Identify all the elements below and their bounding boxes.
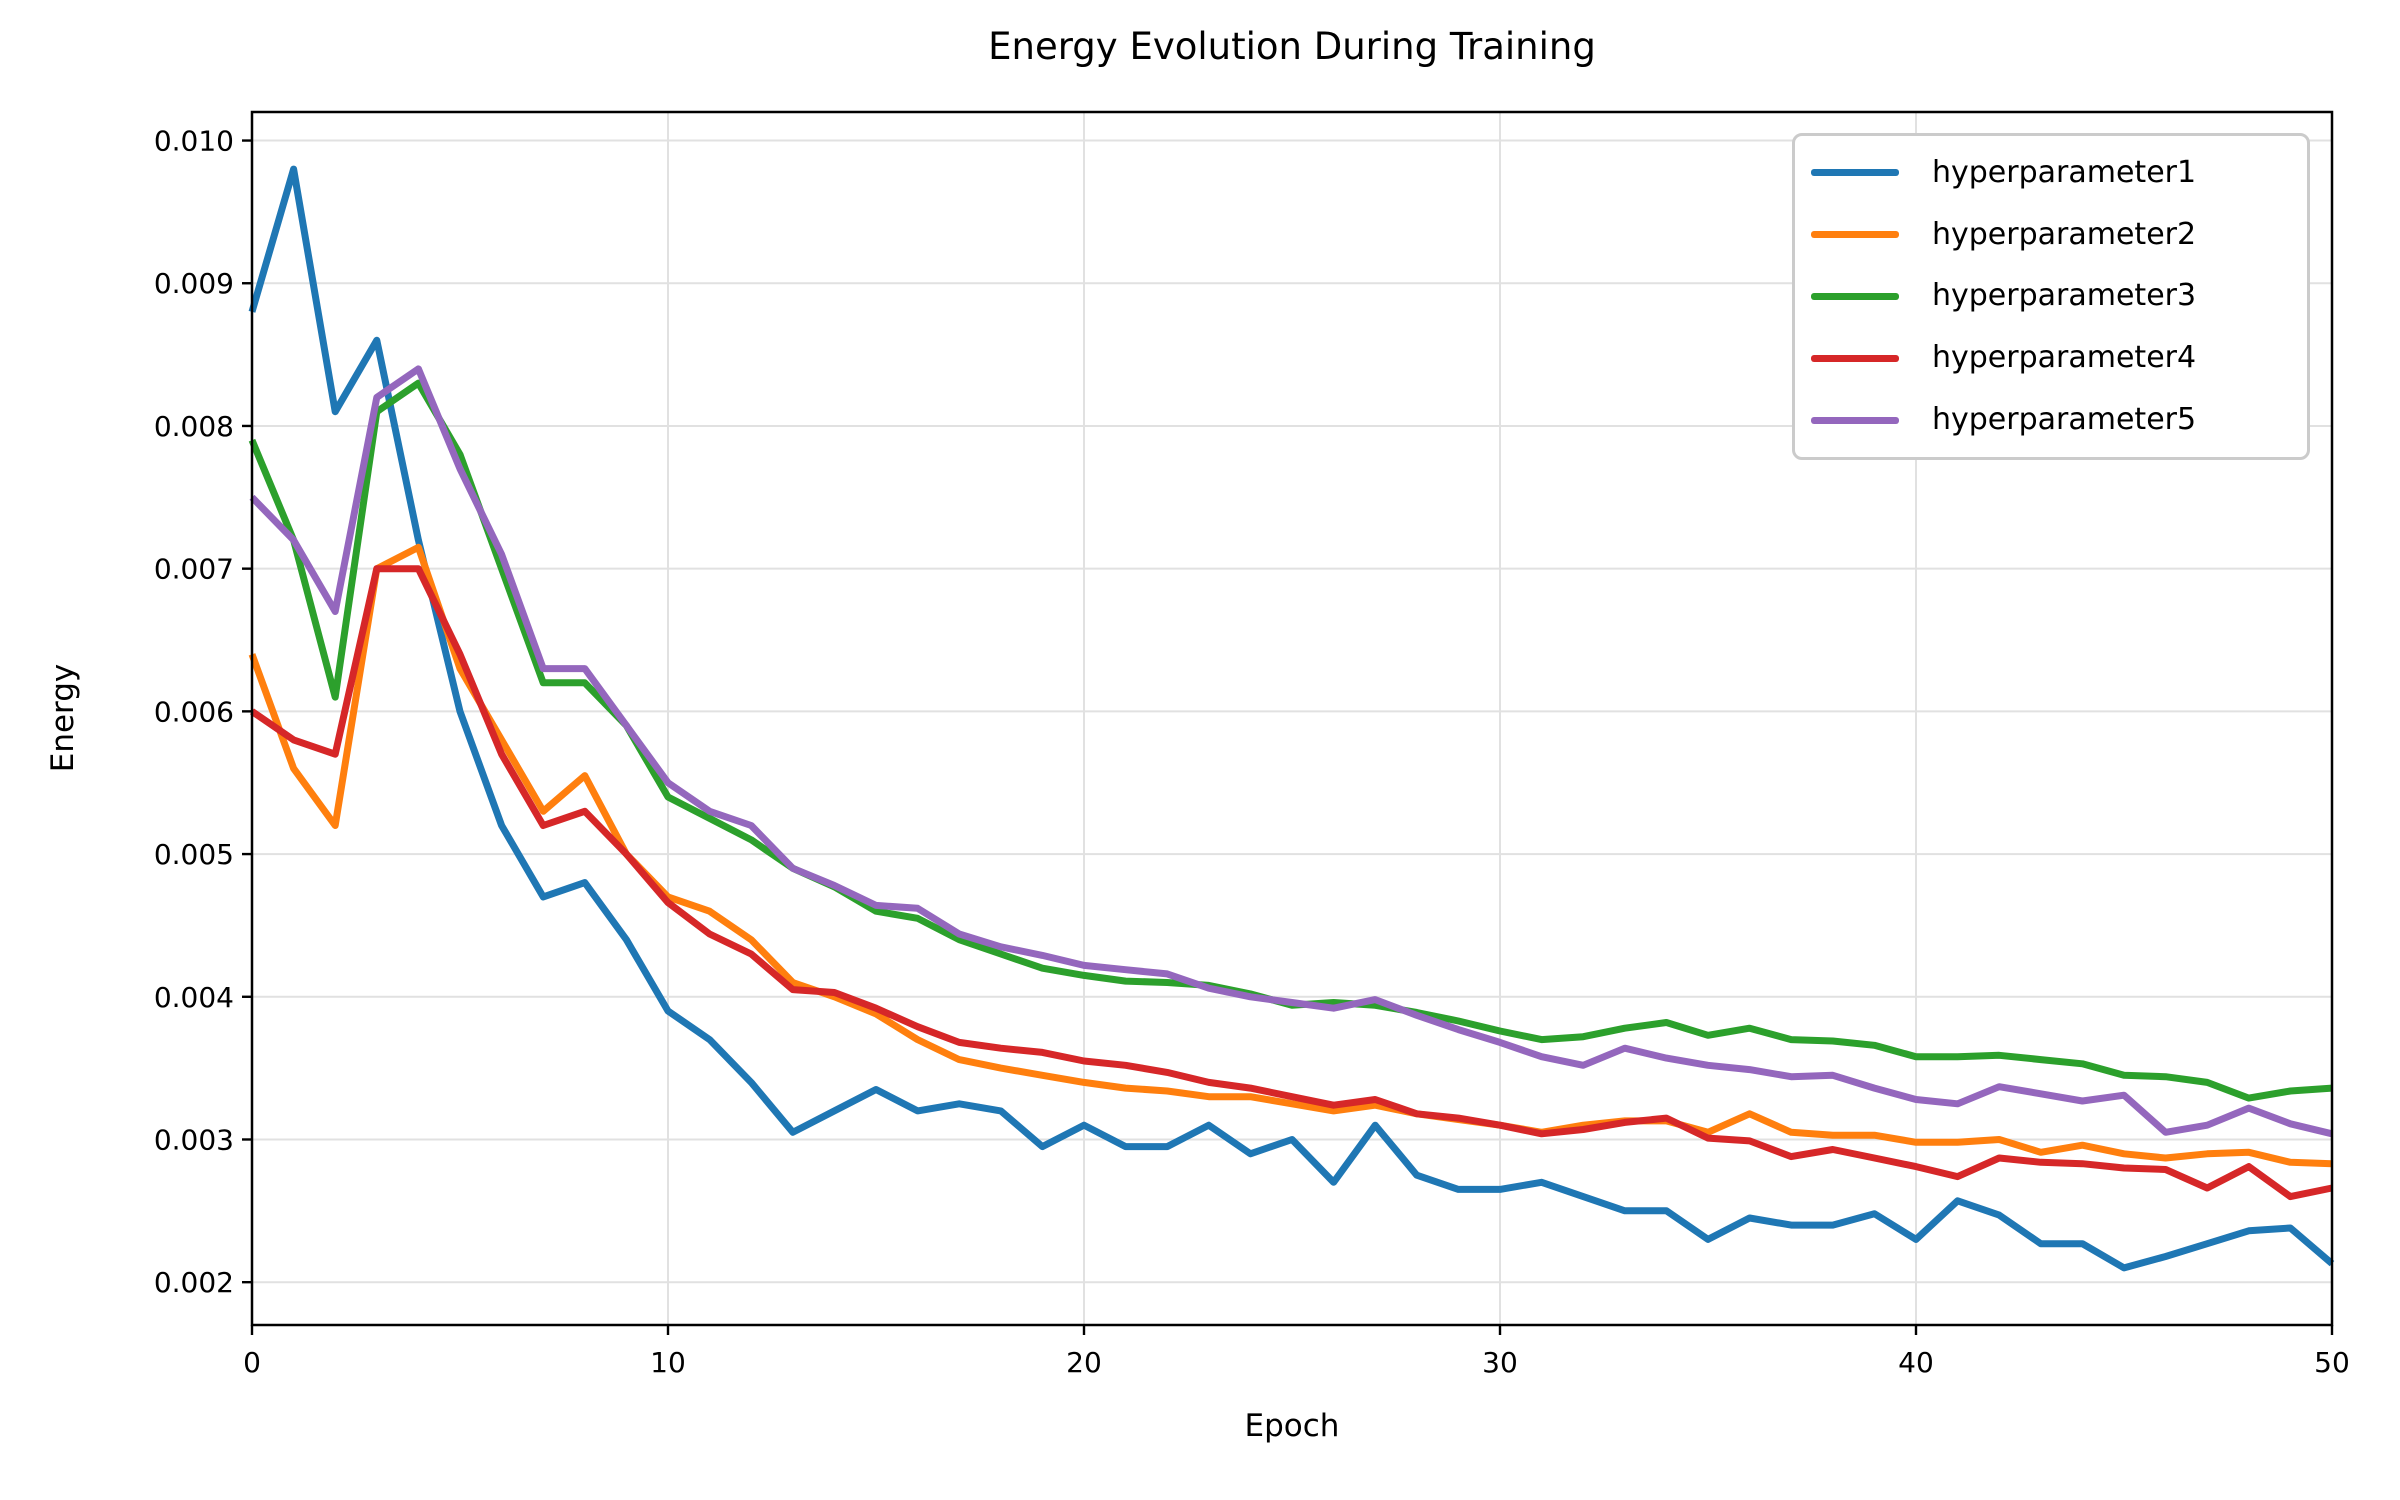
y-tick-label: 0.010	[154, 125, 234, 158]
series-line-hyperparameter3	[248, 379, 2333, 1102]
y-tick-label: 0.005	[154, 838, 234, 871]
legend-item-hyperparameter1: hyperparameter1	[1811, 154, 2307, 190]
y-axis-title: Energy	[45, 663, 81, 773]
legend-item-hyperparameter3: hyperparameter3	[1811, 281, 2307, 311]
legend-label: hyperparameter4	[1932, 340, 2197, 376]
y-tick-label: 0.006	[154, 695, 234, 728]
legend: hyperparameter1 hyperparameter2 hyperparam…	[1792, 133, 2310, 460]
x-tick-label: 40	[1898, 1346, 1934, 1379]
y-tick-label: 0.003	[154, 1123, 234, 1156]
legend-label: hyperparameter3	[1932, 278, 2197, 314]
legend-label: hyperparameter1	[1932, 154, 2197, 190]
x-axis-title: Epoch	[1244, 1408, 1340, 1444]
legend-swatch-icon	[1811, 169, 1899, 177]
plot-frame	[250, 110, 2334, 1327]
x-tick-label: 10	[650, 1346, 686, 1379]
x-tick-label: 0	[243, 1346, 261, 1379]
y-tick-label: 0.008	[154, 410, 234, 443]
y-tick-label: 0.007	[154, 553, 234, 586]
y-tick-label: 0.009	[154, 267, 234, 300]
legend-label: hyperparameter5	[1932, 402, 2197, 438]
legend-swatch-icon	[1811, 354, 1899, 362]
y-tick-label: 0.004	[154, 981, 234, 1014]
series-line-hyperparameter4	[250, 565, 2333, 1201]
x-tick-label: 20	[1066, 1346, 1102, 1379]
series-line-hyperparameter1	[248, 165, 2335, 1272]
legend-item-hyperparameter4: hyperparameter4	[1811, 343, 2307, 373]
legend-swatch-icon	[1811, 292, 1899, 300]
x-tick-label: 30	[1482, 1346, 1518, 1379]
legend-item-hyperparameter5: hyperparameter5	[1811, 405, 2307, 435]
chart-title: Energy Evolution During Training	[988, 25, 1596, 68]
series-line-hyperparameter5	[249, 365, 2333, 1138]
legend-label: hyperparameter2	[1932, 216, 2197, 252]
legend-swatch-icon	[1811, 416, 1899, 424]
x-tick-label: 50	[2314, 1346, 2350, 1379]
legend-item-hyperparameter2: hyperparameter2	[1811, 216, 2307, 252]
series-line-hyperparameter2	[248, 543, 2333, 1168]
y-tick-label: 0.002	[154, 1266, 234, 1299]
legend-swatch-icon	[1811, 231, 1899, 239]
